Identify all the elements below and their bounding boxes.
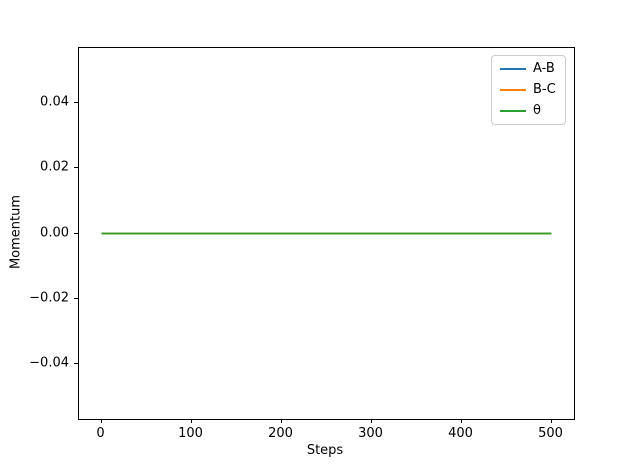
legend-entry: B-C [500, 83, 557, 97]
legend: A-B B-C θ [491, 55, 566, 125]
legend-entry: A-B [500, 62, 557, 76]
x-tick [370, 419, 372, 423]
legend-line-sample [500, 68, 526, 70]
x-tick [460, 419, 462, 423]
legend-entry: θ [500, 104, 557, 118]
y-tick-label: −0.02 [29, 290, 69, 306]
x-tick-label: 500 [538, 426, 563, 441]
x-tick-label: 100 [178, 426, 203, 441]
y-tick-label: 0.04 [40, 94, 69, 110]
legend-label: θ [533, 103, 541, 118]
y-tick [74, 363, 78, 365]
legend-label: A-B [533, 61, 555, 76]
x-tick-label: 0 [96, 426, 105, 441]
x-axis-label: Steps [306, 443, 344, 458]
y-tick [74, 297, 78, 299]
x-tick [100, 419, 102, 423]
y-tick [74, 167, 78, 169]
y-tick [74, 101, 78, 103]
y-axis-label: Momentum [8, 194, 24, 270]
x-tick [190, 419, 192, 423]
x-tick-label: 400 [448, 426, 473, 441]
x-tick [280, 419, 282, 423]
y-tick-label: 0.00 [40, 225, 69, 240]
y-tick-label: −0.04 [29, 355, 69, 371]
legend-line-sample [500, 89, 526, 91]
x-tick-label: 300 [358, 426, 383, 441]
x-tick [550, 419, 552, 423]
y-tick-label: 0.02 [40, 159, 69, 175]
legend-line-sample [500, 110, 526, 112]
y-tick [74, 232, 78, 234]
series-lines [101, 232, 552, 235]
x-tick-label: 200 [268, 426, 293, 441]
legend-label: B-C [533, 82, 556, 97]
